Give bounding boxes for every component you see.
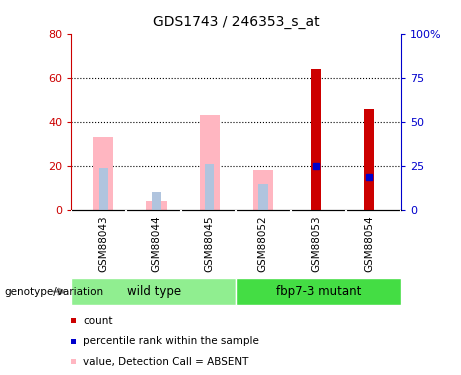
Bar <box>147 201 166 210</box>
Text: wild type: wild type <box>127 285 181 298</box>
Text: GSM88044: GSM88044 <box>152 215 161 272</box>
Text: percentile rank within the sample: percentile rank within the sample <box>83 336 259 346</box>
Text: GSM88045: GSM88045 <box>205 215 215 272</box>
Bar <box>236 278 401 305</box>
Bar <box>311 69 321 210</box>
Text: fbp7-3 mutant: fbp7-3 mutant <box>276 285 361 298</box>
Bar <box>71 278 236 305</box>
Text: count: count <box>83 316 113 326</box>
Text: genotype/variation: genotype/variation <box>5 286 104 297</box>
Text: GSM88052: GSM88052 <box>258 215 268 272</box>
Text: value, Detection Call = ABSENT: value, Detection Call = ABSENT <box>83 357 248 367</box>
Bar <box>258 184 268 210</box>
Text: GSM88053: GSM88053 <box>311 215 321 272</box>
Text: GSM88054: GSM88054 <box>364 215 374 272</box>
Bar <box>364 109 374 210</box>
Bar <box>253 170 273 210</box>
Text: GSM88043: GSM88043 <box>98 215 108 272</box>
Bar <box>200 115 220 210</box>
Bar <box>205 164 214 210</box>
Bar <box>99 168 108 210</box>
Bar <box>93 137 113 210</box>
Text: GDS1743 / 246353_s_at: GDS1743 / 246353_s_at <box>153 15 319 29</box>
Bar <box>152 192 161 210</box>
